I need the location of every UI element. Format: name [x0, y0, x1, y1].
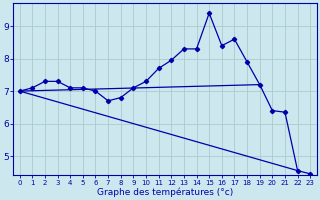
X-axis label: Graphe des températures (°c): Graphe des températures (°c)	[97, 187, 233, 197]
